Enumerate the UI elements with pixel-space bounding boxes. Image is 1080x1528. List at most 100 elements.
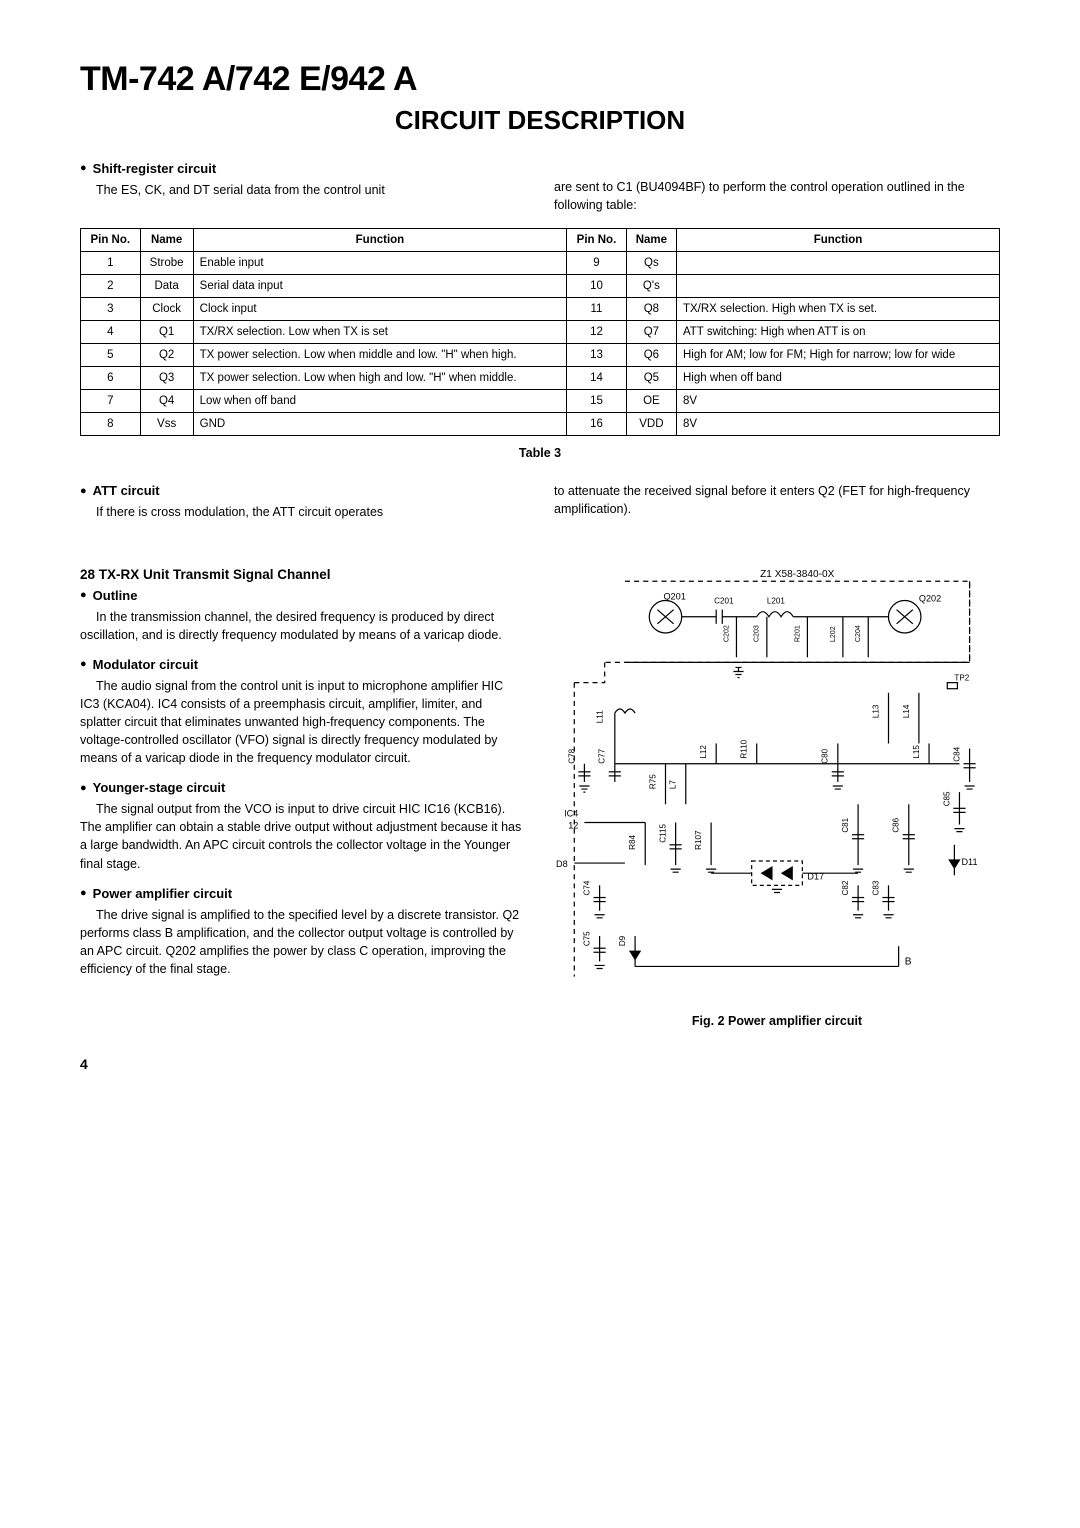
table-3-caption: Table 3 [80, 446, 1000, 460]
svg-text:TP2: TP2 [954, 674, 969, 683]
svg-text:C74: C74 [582, 880, 591, 895]
svg-text:D9: D9 [618, 936, 627, 947]
svg-text:C81: C81 [841, 818, 850, 833]
table-cell: Vss [140, 413, 193, 436]
th-name2: Name [626, 229, 676, 252]
table-cell: 8 [81, 413, 141, 436]
table-cell: Strobe [140, 252, 193, 275]
svg-text:C77: C77 [598, 749, 607, 764]
poweramp-text: The drive signal is amplified to the spe… [80, 906, 526, 979]
table-cell: High for AM; low for FM; High for narrow… [676, 344, 999, 367]
table-cell: Q4 [140, 390, 193, 413]
svg-text:C202: C202 [722, 625, 730, 642]
table-cell: 8V [676, 390, 999, 413]
poweramp-heading: Power amplifier circuit [80, 885, 526, 904]
table-cell: 8V [676, 413, 999, 436]
th-name1: Name [140, 229, 193, 252]
svg-text:L11: L11 [596, 710, 605, 723]
shift-register-heading: Shift-register circuit [80, 160, 526, 179]
section-28-heading: 28 TX-RX Unit Transmit Signal Channel [80, 565, 526, 585]
younger-text: The signal output from the VCO is input … [80, 800, 526, 873]
svg-text:D8: D8 [556, 859, 568, 869]
svg-text:L202: L202 [829, 626, 837, 642]
svg-text:R84: R84 [628, 835, 637, 850]
table-cell: Enable input [193, 252, 567, 275]
svg-text:R75: R75 [648, 774, 657, 789]
table-cell: High when off band [676, 367, 999, 390]
svg-text:D11: D11 [961, 857, 977, 867]
svg-text:R201: R201 [793, 625, 801, 642]
figure-2: Z1 X58-3840-0X Q201 C201 L201 [554, 561, 1000, 1030]
att-row: ATT circuit If there is cross modulation… [80, 482, 1000, 533]
th-pin2: Pin No. [567, 229, 627, 252]
th-func2: Function [676, 229, 999, 252]
svg-text:Q202: Q202 [919, 594, 941, 604]
table-cell: 3 [81, 298, 141, 321]
table-cell: Clock [140, 298, 193, 321]
table-cell [676, 275, 999, 298]
page-number: 4 [80, 1056, 1000, 1072]
table-cell: Q3 [140, 367, 193, 390]
table-cell: ATT switching: High when ATT is on [676, 321, 999, 344]
table-cell: TX/RX selection. Low when TX is set [193, 321, 567, 344]
intro-right-text: are sent to C1 (BU4094BF) to perform the… [554, 178, 1000, 214]
table-cell: 5 [81, 344, 141, 367]
schematic-svg: Z1 X58-3840-0X Q201 C201 L201 [554, 561, 1000, 997]
table-cell: Q6 [626, 344, 676, 367]
table-cell: Q7 [626, 321, 676, 344]
svg-text:C80: C80 [821, 749, 830, 764]
svg-text:C75: C75 [582, 931, 591, 946]
table-cell: Q5 [626, 367, 676, 390]
svg-text:C82: C82 [841, 880, 850, 895]
table-cell: 11 [567, 298, 627, 321]
table-cell: 13 [567, 344, 627, 367]
outline-heading: Outline [80, 587, 526, 606]
svg-text:R110: R110 [740, 740, 749, 759]
table-cell: Q1 [140, 321, 193, 344]
svg-text:L201: L201 [767, 597, 786, 606]
svg-text:R107: R107 [694, 830, 703, 850]
svg-text:C84: C84 [952, 747, 961, 762]
table-3: Pin No. Name Function Pin No. Name Funct… [80, 228, 1000, 436]
table-cell: TX power selection. Low when high and lo… [193, 367, 567, 390]
svg-text:IC4: IC4 [564, 809, 578, 819]
table-cell: 1 [81, 252, 141, 275]
intro-left-text: The ES, CK, and DT serial data from the … [80, 181, 526, 199]
svg-text:B: B [905, 957, 912, 968]
table-cell: 14 [567, 367, 627, 390]
table-cell: 4 [81, 321, 141, 344]
table-cell: TX/RX selection. High when TX is set. [676, 298, 999, 321]
younger-heading: Younger-stage circuit [80, 779, 526, 798]
table-cell: Serial data input [193, 275, 567, 298]
table-cell: 10 [567, 275, 627, 298]
intro-row: Shift-register circuit The ES, CK, and D… [80, 160, 1000, 214]
svg-text:C86: C86 [892, 818, 901, 833]
modulator-text: The audio signal from the control unit i… [80, 677, 526, 768]
svg-text:C203: C203 [753, 625, 761, 642]
svg-text:L7: L7 [669, 780, 678, 790]
svg-text:Z1 X58-3840-0X: Z1 X58-3840-0X [760, 569, 835, 580]
att-left-text: If there is cross modulation, the ATT ci… [80, 503, 526, 521]
svg-text:Q201: Q201 [663, 592, 685, 602]
svg-text:C83: C83 [871, 880, 880, 895]
table-cell: Qs [626, 252, 676, 275]
table-cell: Q8 [626, 298, 676, 321]
th-pin1: Pin No. [81, 229, 141, 252]
svg-text:12: 12 [568, 821, 578, 831]
table-cell: 6 [81, 367, 141, 390]
main-columns: 28 TX-RX Unit Transmit Signal Channel Ou… [80, 547, 1000, 1030]
table-cell: OE [626, 390, 676, 413]
figure-2-caption: Fig. 2 Power amplifier circuit [554, 1012, 1000, 1030]
table-cell [676, 252, 999, 275]
att-heading: ATT circuit [80, 482, 526, 501]
table-cell: Q's [626, 275, 676, 298]
svg-text:L12: L12 [699, 745, 708, 759]
svg-text:C85: C85 [942, 791, 951, 806]
svg-text:C201: C201 [714, 597, 734, 606]
svg-text:L15: L15 [912, 745, 921, 759]
outline-text: In the transmission channel, the desired… [80, 608, 526, 644]
table-cell: 2 [81, 275, 141, 298]
table-cell: TX power selection. Low when middle and … [193, 344, 567, 367]
table-cell: Q2 [140, 344, 193, 367]
doc-subtitle: CIRCUIT DESCRIPTION [80, 105, 1000, 136]
